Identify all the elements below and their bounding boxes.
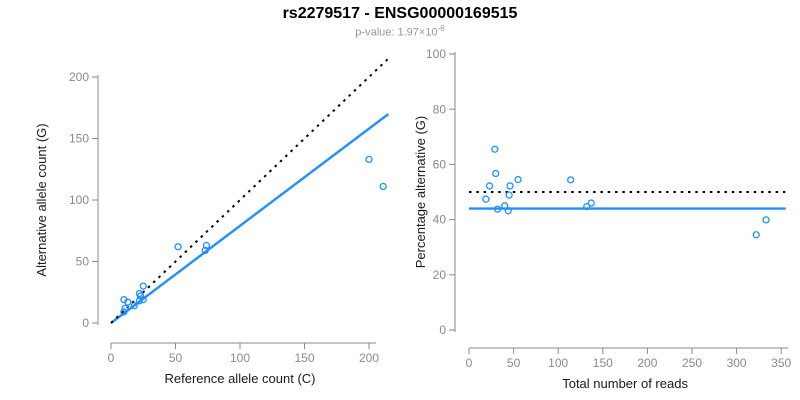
- scatter-point: [120, 308, 128, 316]
- scatter-point: [482, 195, 490, 203]
- scatter-point: [492, 169, 500, 178]
- scatter-point: [130, 302, 138, 310]
- x-tick-label: 0: [108, 351, 115, 365]
- scatter-point: [379, 182, 387, 191]
- y-tick-label: 100: [426, 47, 446, 61]
- x-tick-label: 200: [359, 351, 379, 365]
- scatter-point: [139, 282, 147, 290]
- x-tick-label: 150: [294, 351, 314, 365]
- scatter-point: [583, 202, 591, 211]
- x-tick-label: 250: [682, 356, 702, 370]
- x-tick-label: 300: [727, 356, 747, 370]
- scatter-point: [121, 304, 129, 312]
- scatter-point: [174, 243, 182, 251]
- x-tick-label: 350: [771, 356, 791, 370]
- scatter-point: [505, 191, 513, 199]
- y-tick-label: 20: [433, 268, 447, 282]
- page-title: rs2279517 - ENSG00000169515: [282, 5, 518, 22]
- y-tick-label: 100: [69, 193, 89, 207]
- x-axis-label: Total number of reads: [562, 376, 688, 391]
- p-value: p-value: 1.97×10-6: [0, 24, 800, 39]
- x-tick-label: 100: [230, 351, 250, 365]
- scatter-point: [201, 246, 209, 255]
- identity-line: [110, 57, 390, 324]
- y-tick-label: 40: [433, 213, 447, 227]
- allele-count-scatter-plot: 0 50 100 150 200 0 50 100 150 200 Reference allele…: [34, 57, 390, 386]
- scatter-point: [365, 155, 373, 164]
- x-tick-label: 0: [466, 356, 473, 370]
- y-tick-label: 60: [433, 157, 447, 171]
- y-tick-label: 50: [76, 255, 90, 269]
- percentage-reads-scatter-plot: 0 20 40 60 80 100 0 50 100 150 200 250 300 350 Total n…: [415, 47, 792, 391]
- x-tick-label: 200: [637, 356, 657, 370]
- y-tick-label: 200: [69, 70, 89, 84]
- p-value-exponent: -6: [437, 24, 445, 33]
- p-value-base: 1.97×10: [397, 26, 438, 39]
- fitted-allelic-ratio-line: [110, 113, 390, 324]
- scatter-point: [485, 182, 494, 190]
- scatter-point: [491, 145, 499, 153]
- scatter-point: [135, 297, 144, 305]
- scatter-point: [752, 231, 760, 239]
- y-tick-label: 0: [439, 323, 446, 337]
- scatter-point: [514, 175, 522, 184]
- scatter-point: [501, 202, 509, 210]
- scatter-point: [504, 207, 512, 215]
- scatter-point: [124, 298, 132, 306]
- y-tick-label: 0: [82, 316, 89, 330]
- scatter-point: [493, 205, 502, 213]
- scatter-point: [506, 182, 514, 190]
- scatter-point: [762, 216, 770, 224]
- x-tick-label: 50: [507, 356, 521, 370]
- scatter-point: [202, 241, 211, 250]
- p-value-label: p-value:: [355, 26, 395, 39]
- y-axis-label: Percentage alternative (G): [415, 116, 428, 268]
- x-tick-label: 150: [593, 356, 613, 370]
- y-tick-label: 150: [69, 132, 89, 146]
- scatter-point: [587, 199, 595, 207]
- x-tick-label: 100: [548, 356, 568, 370]
- scatter-point: [135, 289, 144, 298]
- y-tick-label: 80: [433, 102, 447, 116]
- scatter-point: [567, 176, 575, 184]
- y-axis-label: Alternative allele count (G): [34, 123, 49, 276]
- x-tick-label: 50: [169, 351, 183, 365]
- x-axis-label: Reference allele count (C): [164, 371, 315, 386]
